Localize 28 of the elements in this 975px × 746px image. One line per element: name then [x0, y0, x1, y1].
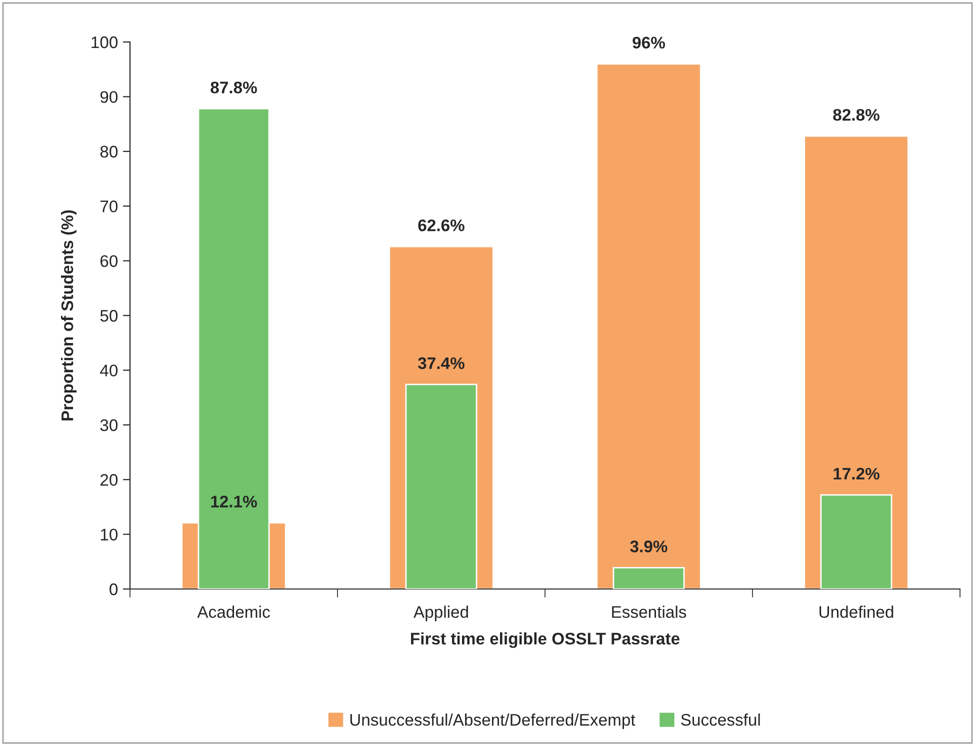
y-tick-label: 60 [100, 255, 118, 268]
x-tick-label: Undefined [820, 606, 894, 618]
y-axis-title: Proportion of Students (%) [60, 210, 76, 420]
x-tick-label: Academic [197, 606, 270, 618]
y-tick-label: 80 [100, 146, 118, 158]
data-label: 96% [632, 36, 665, 49]
x-tick-label: Essentials [612, 606, 686, 618]
data-label: 12.1% [211, 496, 257, 508]
y-tick-label: 100 [92, 36, 118, 48]
y-tick-label: 0 [110, 583, 118, 596]
y-tick-label: 30 [100, 419, 118, 432]
y-tick-label: 10 [100, 528, 118, 541]
y-tick-label: 90 [100, 91, 118, 103]
y-tick-label: 70 [100, 200, 118, 212]
x-tick-label: Applied [413, 606, 468, 622]
data-label: 37.4% [418, 357, 464, 370]
x-axis-title: First time eligible OSSLT Passrate [411, 632, 680, 648]
legend-label: Unsuccessful/Absent/Deferred/Exempt [350, 713, 636, 730]
data-label: 17.2% [834, 468, 880, 480]
y-tick-label: 40 [100, 364, 118, 376]
y-tick-label: 20 [100, 474, 118, 486]
data-label: 3.9% [630, 540, 668, 552]
y-tick-label: 50 [100, 310, 118, 322]
data-label: 82.8% [833, 108, 880, 121]
bar [596, 63, 702, 589]
data-label: 62.6% [418, 219, 464, 232]
legend-label: Successful [681, 713, 760, 726]
data-label: 87.8% [210, 82, 257, 94]
